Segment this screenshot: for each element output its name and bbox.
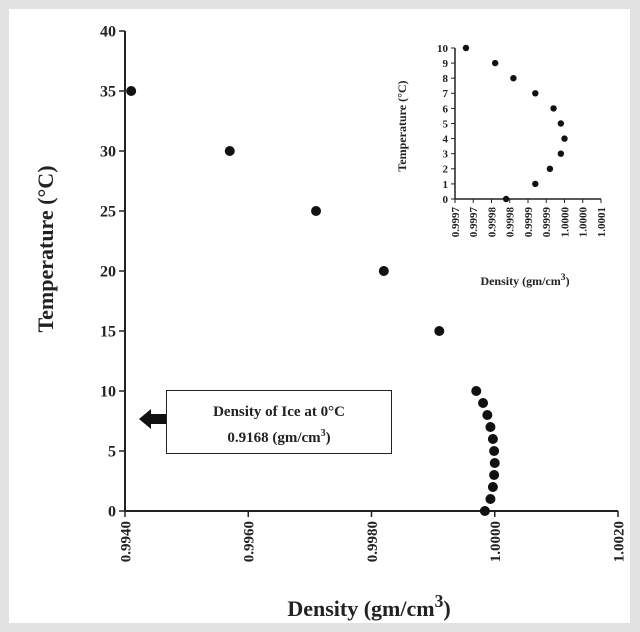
inset-data-point: [550, 105, 557, 112]
main-y-tick-label: 5: [108, 444, 116, 461]
inset-data-point: [557, 120, 565, 127]
main-data-point: [487, 482, 498, 492]
main-data-point: [224, 146, 235, 156]
main-x-axis-title: Density (gm/cm3): [287, 591, 450, 621]
inset-data-point: [502, 195, 510, 203]
inset-y-tick-label: 6: [443, 103, 449, 115]
annotation-line2-main: 0.9168 (gm/cm: [227, 430, 321, 446]
inset-y-tick-label: 10: [437, 43, 449, 55]
inset-x-tick-label: 1.0000: [578, 207, 590, 238]
annotation-line2-tail: ): [325, 430, 331, 446]
inset-data-point: [546, 165, 554, 172]
main-x-tick-label: 1.0020: [611, 521, 627, 562]
inset-data-point: [561, 135, 568, 142]
main-data-point: [478, 398, 489, 408]
inset-x-axis-title-tail: ): [566, 274, 570, 288]
main-data-point: [487, 434, 498, 444]
main-y-tick-label: 30: [100, 144, 116, 161]
main-x-tick-label: 0.9940: [118, 521, 134, 562]
inset-y-axis-title: Temperature (°C): [395, 80, 409, 171]
inset-y-tick-label: 2: [443, 164, 449, 176]
inset-data-point: [532, 180, 539, 188]
main-y-tick-label: 40: [100, 24, 116, 41]
inset-x-axis-title-main: Density (gm/cm: [480, 274, 560, 288]
inset-y-tick-label: 4: [443, 133, 449, 145]
inset-x-tick-label: 1.0001: [596, 207, 608, 237]
ice-density-annotation: Density of Ice at 0°C 0.9168 (gm/cm3): [166, 390, 392, 454]
main-x-axis-title-tail: ): [443, 596, 450, 621]
main-data-point: [489, 470, 500, 480]
main-data-point: [378, 266, 389, 276]
inset-data-point: [462, 44, 470, 52]
main-data-point: [311, 206, 322, 216]
main-x-tick-label: 0.9980: [365, 521, 381, 562]
main-x-tick-label: 0.9960: [242, 521, 258, 562]
inset-data-point: [532, 90, 539, 97]
main-data-point: [485, 422, 496, 432]
inset-x-tick-label: 0.9998: [505, 206, 517, 237]
main-y-tick-label: 15: [100, 324, 116, 341]
inset-y-tick-label: 3: [443, 149, 449, 161]
annotation-line1: Density of Ice at 0°C: [213, 404, 345, 420]
main-data-point: [489, 446, 500, 456]
figure: 0 5 10 15 20 25 30 35 40 0.9940 0.9960 0.9980 1.0000…: [9, 9, 630, 623]
inset-data-point: [510, 75, 517, 82]
main-data-point: [485, 494, 496, 504]
annotation-line2: 0.9168 (gm/cm3): [167, 423, 391, 449]
inset-x-tick-label: 0.9997: [468, 207, 480, 238]
inset-data-point: [557, 150, 565, 157]
inset-y-tick-label: 9: [443, 58, 449, 70]
inset-y-tick-label: 5: [443, 118, 449, 130]
main-data-point: [471, 386, 482, 396]
inset-x-tick-label: 0.9998: [486, 206, 498, 237]
main-data-point: [479, 506, 490, 516]
inset-data-point: [491, 59, 499, 67]
inset-y-tick-label: 7: [443, 88, 449, 100]
inset-x-axis-title-sup: 3: [561, 272, 566, 283]
main-y-tick-label: 10: [100, 384, 116, 401]
main-y-tick-label: 0: [108, 504, 116, 521]
main-data-point: [434, 326, 445, 336]
main-y-tick-label: 25: [100, 204, 116, 221]
inset-y-tick-label: 1: [443, 179, 449, 191]
inset-y-tick-label: 0: [443, 194, 449, 206]
main-y-tick-label: 35: [100, 84, 116, 101]
inset-x-tick-label: 0.9999: [523, 207, 535, 238]
inset-x-tick-label: 0.9997: [450, 207, 462, 238]
main-x-axis-title-sup: 3: [435, 591, 444, 611]
main-data-point: [126, 86, 137, 96]
annotation-line2-sup: 3: [320, 428, 326, 439]
main-y-axis-title: Temperature (°C): [33, 165, 58, 332]
inset-x-axis-title: Density (gm/cm3): [480, 272, 569, 288]
main-x-tick-label: 1.0000: [488, 521, 504, 562]
main-data-point: [489, 458, 500, 468]
inset-y-tick-label: 8: [443, 73, 449, 85]
main-x-axis-title-main: Density (gm/cm: [287, 596, 434, 621]
inset-x-tick-label: 0.9999: [541, 207, 553, 238]
inset-x-tick-label: 1.0000: [559, 207, 571, 238]
main-data-point: [482, 410, 493, 420]
main-y-tick-label: 20: [100, 264, 116, 281]
